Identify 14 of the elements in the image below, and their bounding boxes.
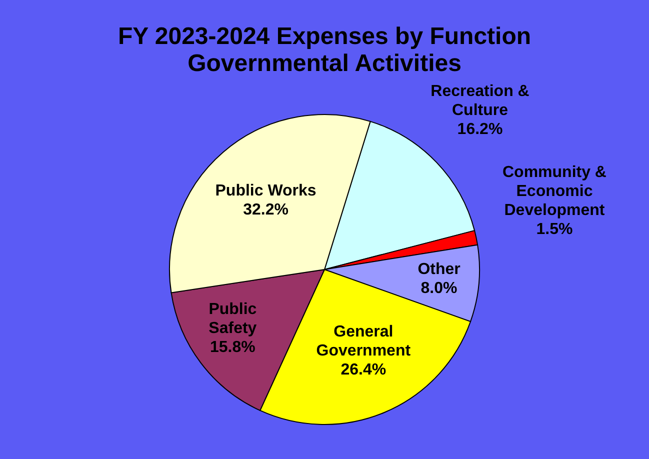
data-label: 15.8% (210, 338, 256, 356)
data-label: 1.5% (536, 221, 573, 238)
slice-label: General Government (316, 324, 412, 360)
chart-subtitle: Governmental Activities (188, 50, 462, 77)
data-label: 26.4% (340, 362, 386, 379)
data-label: 8.0% (420, 280, 458, 297)
slice-label: Community & Economic Development (502, 164, 607, 220)
slice-label: Other (418, 260, 460, 278)
slice-label: Public Safety (208, 300, 257, 337)
data-label: 32.2% (243, 201, 288, 218)
slice-label: Recreation & Culture (430, 83, 530, 120)
data-label: 16.2% (457, 121, 503, 138)
chart-title: FY 2023-2024 Expenses by Function (118, 23, 532, 50)
slice-label: Public Works (215, 182, 316, 200)
